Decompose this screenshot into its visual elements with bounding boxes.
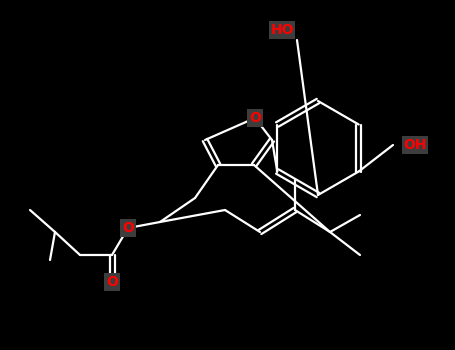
Text: HO: HO (270, 23, 294, 37)
Text: O: O (249, 111, 261, 125)
Text: O: O (122, 221, 134, 235)
Text: OH: OH (403, 138, 427, 152)
Text: O: O (106, 275, 118, 289)
